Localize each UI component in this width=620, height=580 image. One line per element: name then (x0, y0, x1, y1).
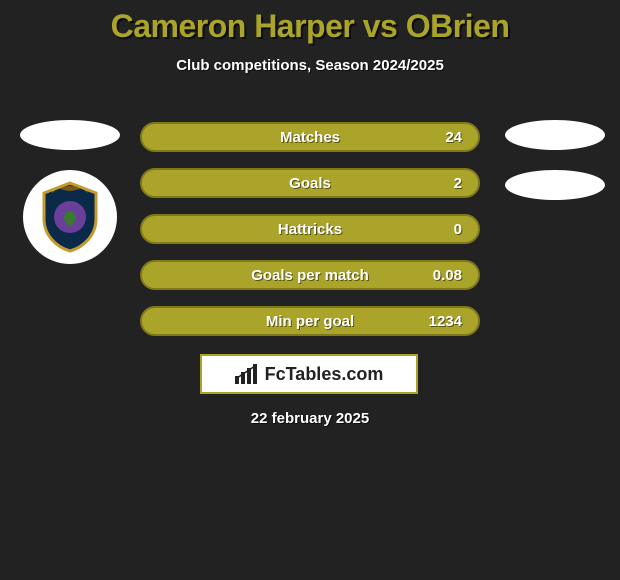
branding-text: FcTables.com (265, 364, 384, 385)
left-flag-icon (20, 120, 120, 150)
stat-right-value: 0.08 (433, 267, 462, 284)
stat-row-goals: Goals 2 (140, 168, 480, 198)
page-title: Cameron Harper vs OBrien (0, 0, 620, 45)
stat-right-value: 24 (445, 129, 462, 146)
stat-label: Min per goal (266, 313, 354, 330)
right-flag-icon (505, 120, 605, 150)
stat-right-value: 1234 (429, 313, 462, 330)
stat-label: Matches (280, 129, 340, 146)
right-player-column (500, 120, 610, 220)
date-text: 22 february 2025 (0, 410, 620, 427)
comparison-card: Cameron Harper vs OBrien Club competitio… (0, 0, 620, 580)
stats-bars: Matches 24 Goals 2 Hattricks 0 Goals per… (140, 122, 480, 352)
stat-row-matches: Matches 24 (140, 122, 480, 152)
stat-label: Hattricks (278, 221, 342, 238)
right-club-flag-icon (505, 170, 605, 200)
left-player-column (10, 120, 130, 264)
page-subtitle: Club competitions, Season 2024/2025 (0, 57, 620, 74)
stat-right-value: 0 (454, 221, 462, 238)
club-crest-icon (30, 177, 110, 257)
stat-row-hattricks: Hattricks 0 (140, 214, 480, 244)
branding-badge: FcTables.com (200, 354, 418, 394)
stat-row-goals-per-match: Goals per match 0.08 (140, 260, 480, 290)
left-club-badge-icon (23, 170, 117, 264)
stat-label: Goals per match (251, 267, 369, 284)
stat-right-value: 2 (454, 175, 462, 192)
stat-row-min-per-goal: Min per goal 1234 (140, 306, 480, 336)
stat-label: Goals (289, 175, 331, 192)
bar-chart-icon (235, 364, 259, 384)
